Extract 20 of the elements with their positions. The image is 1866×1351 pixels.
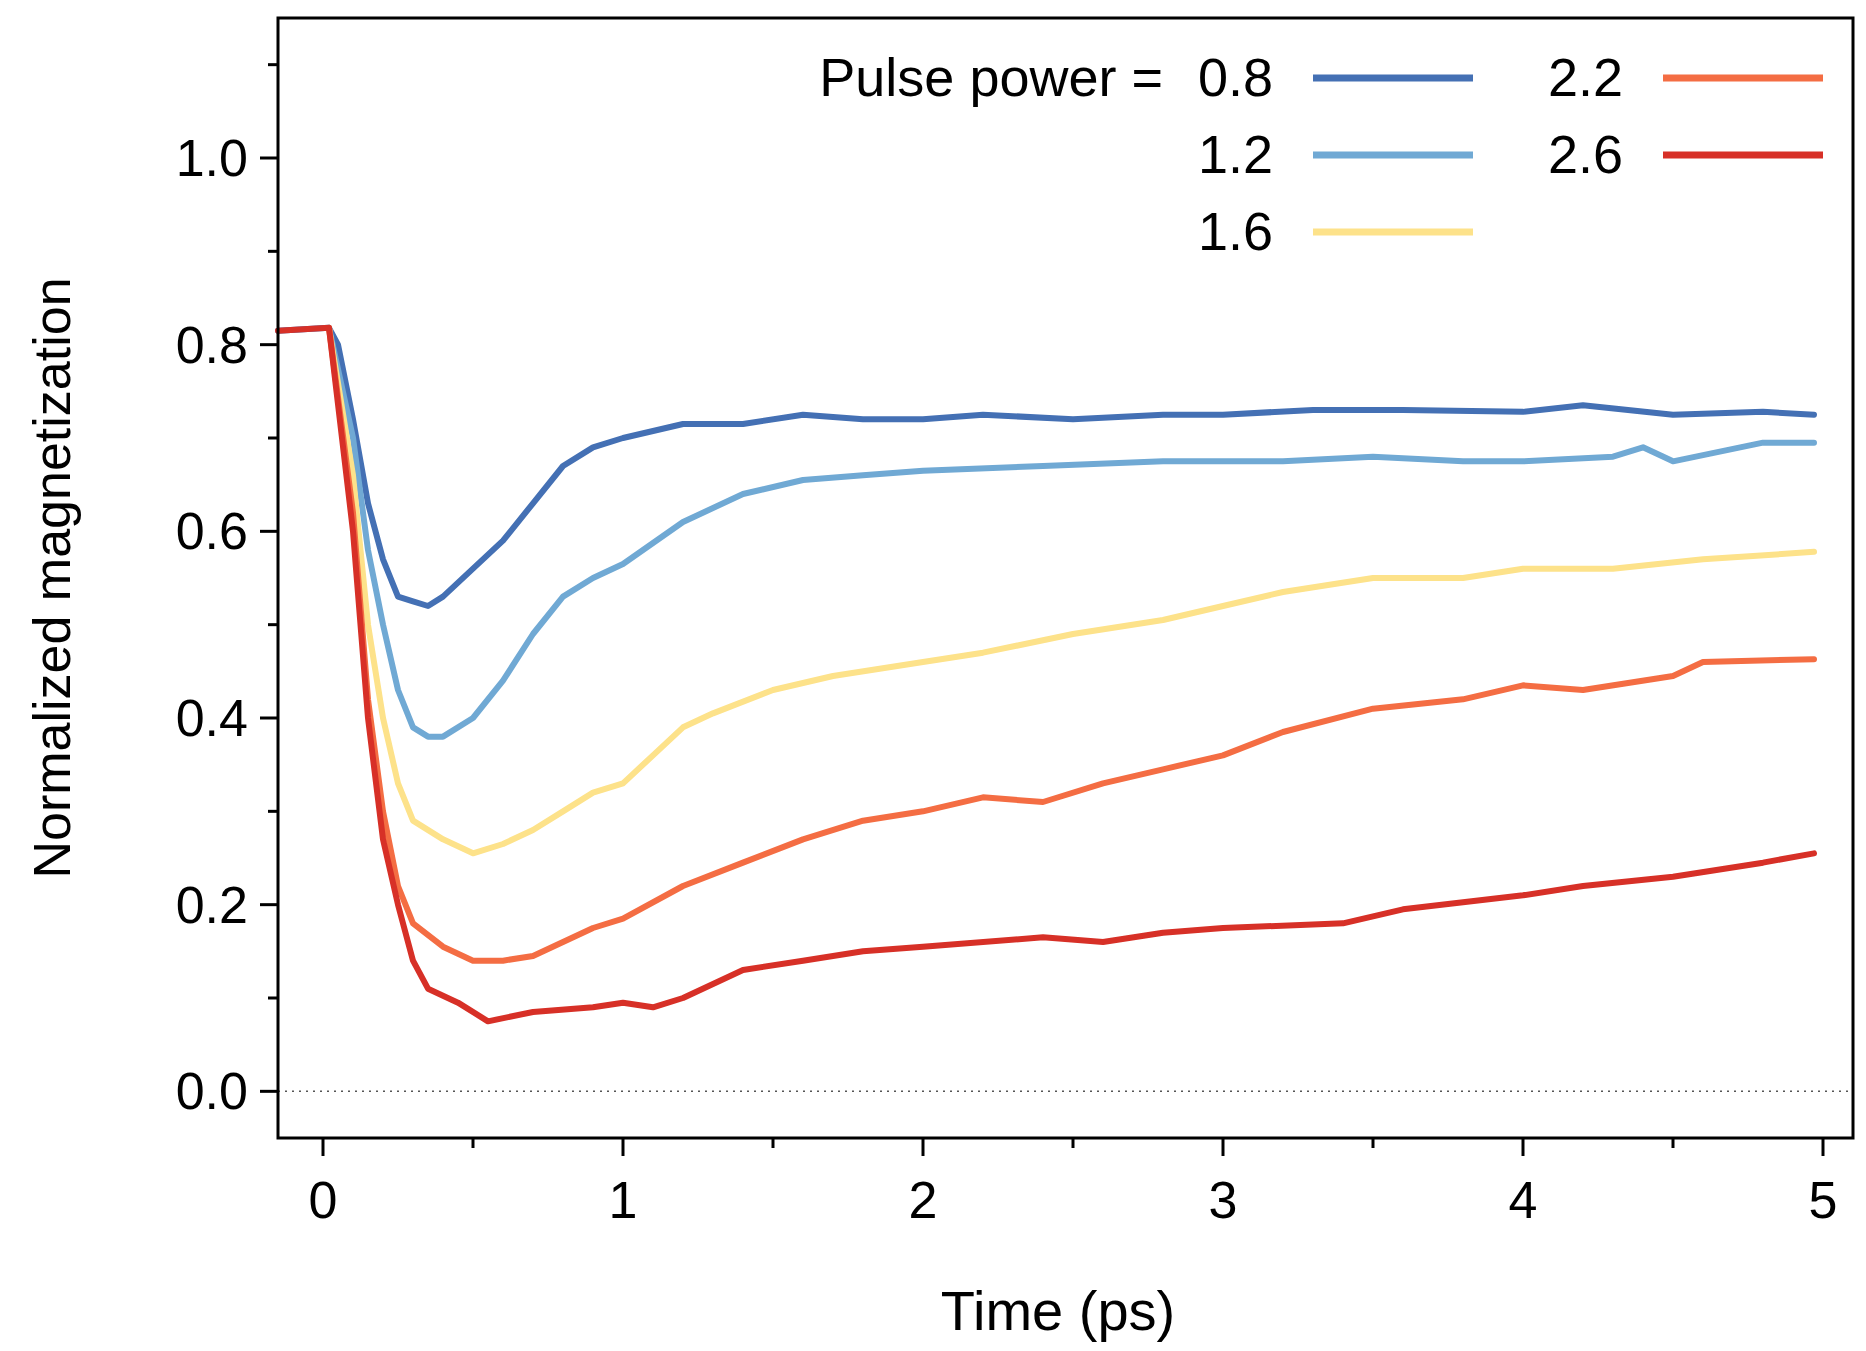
legend-label: 0.8 [1197,47,1273,107]
legend-label: 1.6 [1197,201,1273,261]
y-tick-label: 0.2 [175,875,248,934]
legend-label: 1.2 [1197,124,1273,184]
y-tick-label: 0.4 [175,689,248,747]
x-tick-label: 0 [308,1171,338,1229]
y-tick-label: 0.0 [175,1062,248,1121]
legend-title: Pulse power = [819,47,1163,107]
y-tick-label: 0.6 [175,502,248,561]
x-tick-label: 1 [608,1171,638,1229]
x-tick-label: 5 [1808,1171,1838,1229]
legend-label: 2.2 [1547,47,1623,107]
x-tick-label: 4 [1508,1171,1538,1229]
y-tick-label: 0.8 [175,315,248,374]
x-axis-title: Time (ps) [940,1279,1176,1342]
x-tick-label: 3 [1208,1171,1238,1229]
y-tick-label: 1.0 [175,129,248,187]
y-axis-title: Normalized magnetization [23,277,81,879]
legend-label: 2.6 [1547,124,1623,184]
x-tick-label: 2 [908,1171,938,1229]
